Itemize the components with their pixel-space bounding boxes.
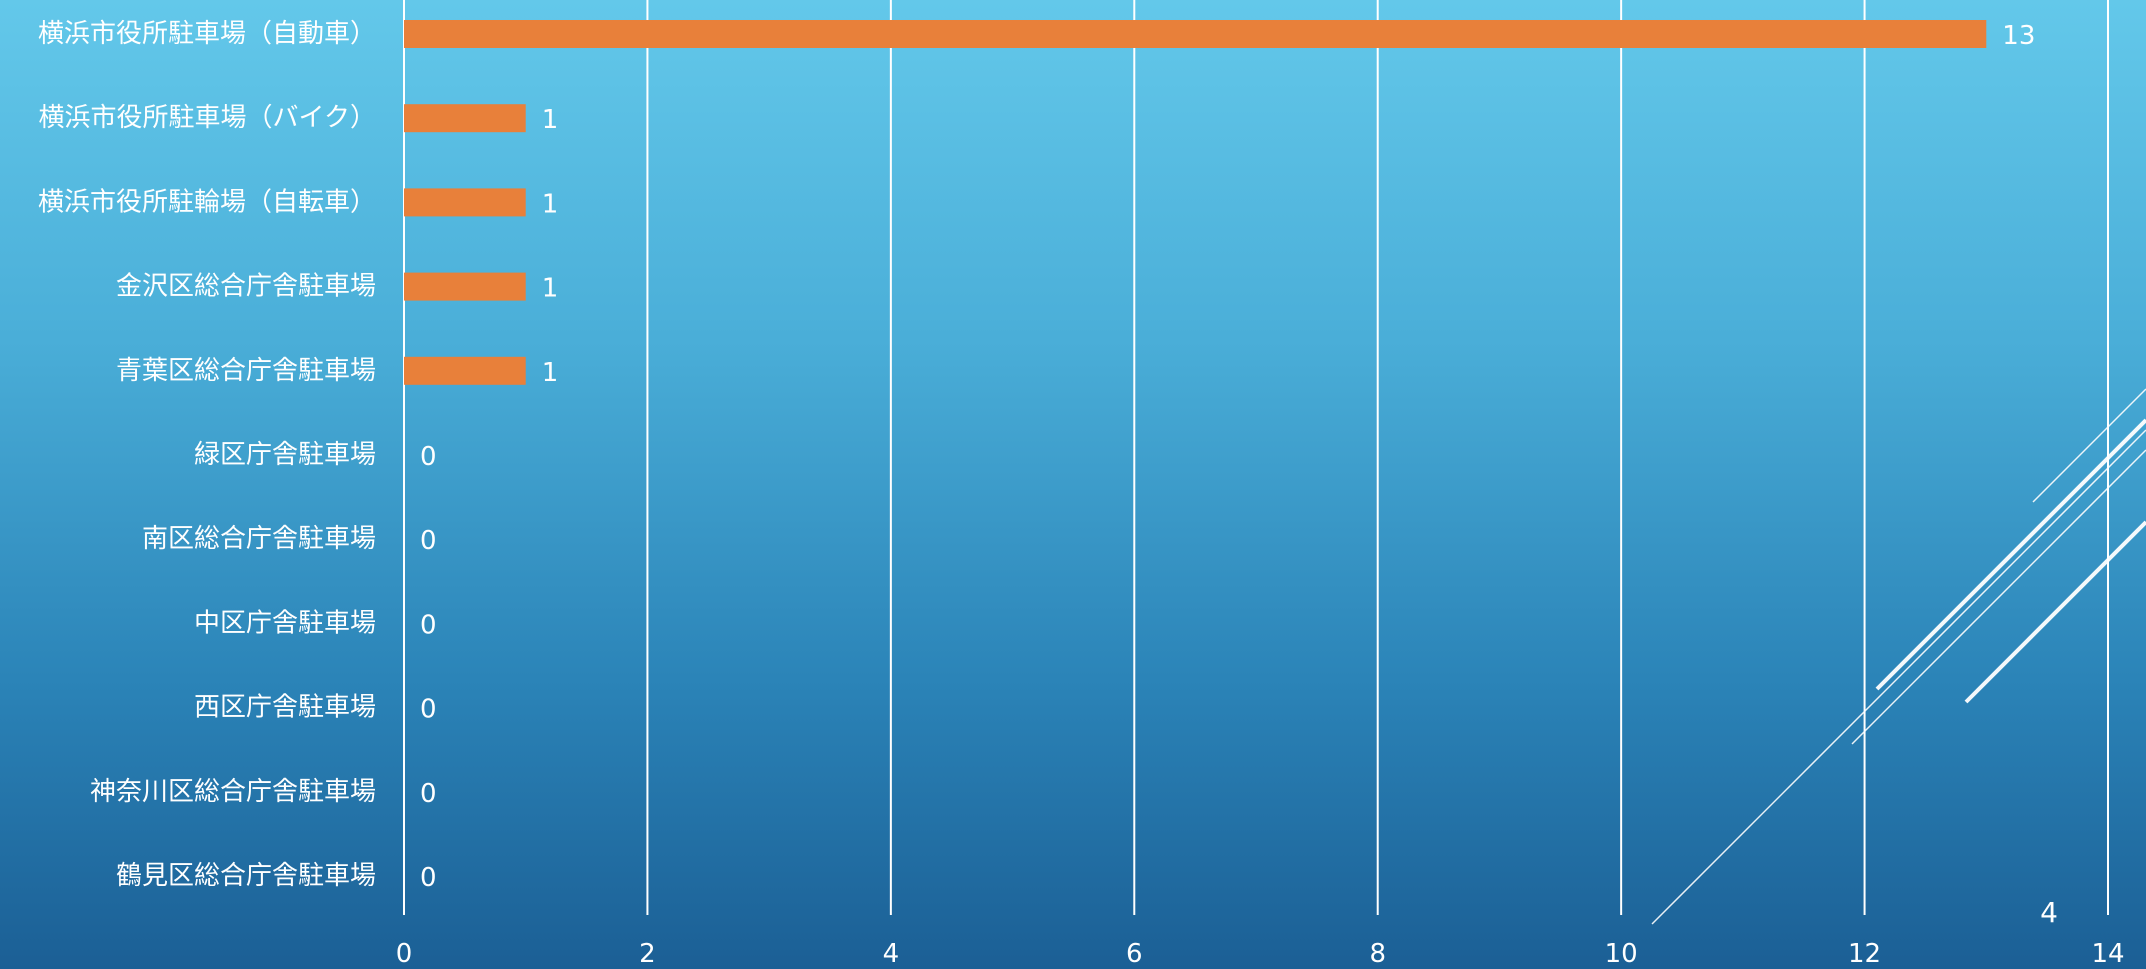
decor-line — [1651, 429, 2146, 925]
bar — [404, 20, 1987, 48]
data-label: 0 — [420, 695, 437, 725]
bar — [404, 188, 526, 217]
data-label: 1 — [542, 358, 559, 388]
category-label: 横浜市役所駐車場（自動車） — [38, 19, 376, 49]
category-label: 鶴見区総合庁舎駐車場 — [116, 861, 376, 891]
data-label: 0 — [420, 863, 437, 893]
data-labels: 13 1 1 1 1 0 0 0 0 0 0 — [420, 21, 2035, 893]
x-tick-label: 4 — [883, 939, 900, 969]
category-label: 中区庁舎駐車場 — [194, 608, 376, 638]
bar — [404, 104, 526, 133]
gridlines — [403, 0, 2109, 915]
slide-number: 4 — [2040, 896, 2058, 929]
decor-line — [1851, 449, 2146, 745]
x-tick-label: 8 — [1369, 939, 1386, 969]
category-label: 緑区庁舎駐車場 — [194, 440, 376, 470]
category-labels: 横浜市役所駐車場（自動車） 横浜市役所駐車場（バイク） 横浜市役所駐輪場（自転車） 金… — [38, 19, 376, 891]
data-label: 1 — [542, 189, 559, 219]
category-label: 西区庁舎駐車場 — [194, 693, 376, 723]
data-label: 0 — [420, 526, 437, 556]
x-tick-label: 14 — [2091, 939, 2124, 969]
data-label: 1 — [542, 105, 559, 135]
category-label: 横浜市役所駐輪場（自転車） — [38, 187, 376, 217]
decorative-lines — [1651, 388, 2146, 925]
x-tick-label: 6 — [1126, 939, 1143, 969]
category-label: 金沢区総合庁舎駐車場 — [116, 272, 376, 302]
x-axis-ticks: 0 2 4 6 8 10 12 14 — [396, 939, 2125, 969]
data-label: 1 — [542, 274, 559, 304]
x-tick-label: 12 — [1848, 939, 1881, 969]
bars — [404, 20, 1987, 385]
bar — [404, 356, 526, 385]
decor-line — [2032, 388, 2146, 503]
data-label: 0 — [420, 779, 437, 809]
decor-line — [1964, 520, 2146, 704]
data-label: 0 — [420, 442, 437, 472]
data-label: 13 — [2002, 21, 2035, 51]
category-label: 南区総合庁舎駐車場 — [142, 524, 376, 554]
x-tick-label: 0 — [396, 939, 413, 969]
decor-line — [1875, 418, 2146, 691]
x-tick-label: 2 — [639, 939, 656, 969]
bar — [404, 272, 526, 301]
category-label: 横浜市役所駐車場（バイク） — [39, 103, 376, 133]
data-label: 0 — [420, 610, 437, 640]
category-label: 青葉区総合庁舎駐車場 — [116, 356, 376, 386]
category-label: 神奈川区総合庁舎駐車場 — [90, 777, 376, 807]
x-tick-label: 10 — [1605, 939, 1638, 969]
